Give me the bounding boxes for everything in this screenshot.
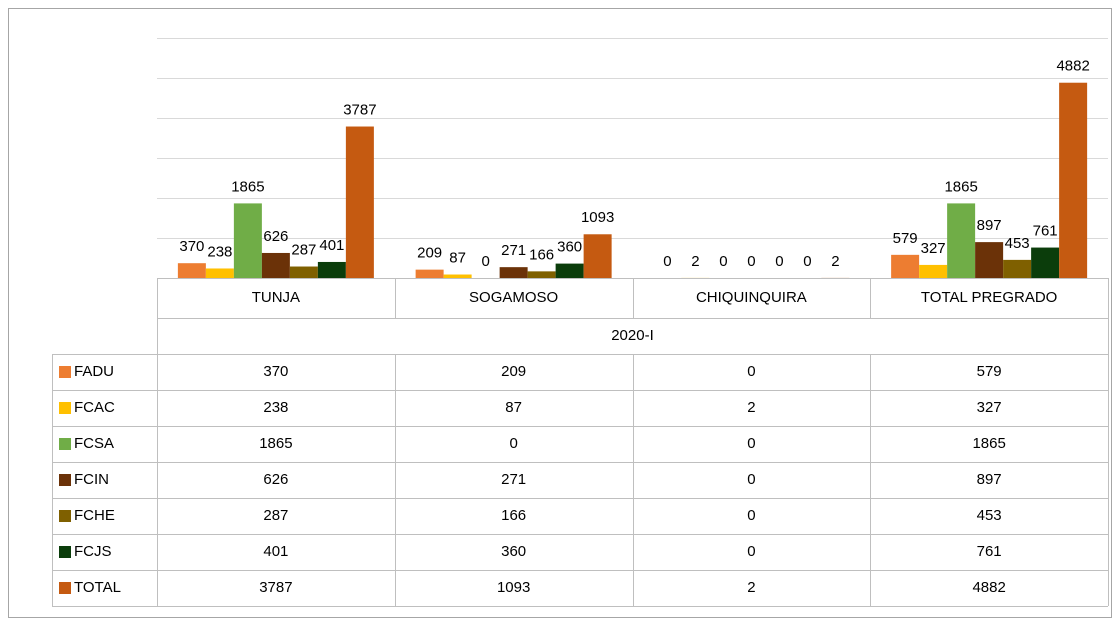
data-label: 209: [417, 245, 442, 262]
bar: [1031, 247, 1060, 278]
bar: [261, 252, 290, 278]
data-label: 0: [775, 253, 783, 270]
table-value: 1093: [497, 579, 530, 596]
data-label: 360: [557, 239, 582, 256]
table-value: 0: [747, 435, 755, 452]
data-label: 897: [977, 217, 1002, 234]
table-value: 0: [509, 435, 517, 452]
table-value: 166: [501, 507, 526, 524]
data-label: 761: [1033, 223, 1058, 240]
bar: [499, 267, 528, 278]
data-label: 2: [691, 253, 699, 270]
legend-label: FCHE: [74, 507, 115, 524]
bar: [233, 203, 262, 278]
table-value: 87: [505, 399, 522, 416]
data-label: 1865: [231, 178, 264, 195]
legend-key: [59, 546, 71, 558]
data-label: 0: [719, 253, 727, 270]
table-value: 0: [747, 543, 755, 560]
legend-label: FCIN: [74, 471, 109, 488]
data-label: 453: [1005, 235, 1030, 252]
data-label: 401: [319, 237, 344, 254]
table-value: 271: [501, 471, 526, 488]
bar: [975, 242, 1004, 278]
table-value: 1865: [972, 435, 1005, 452]
bar: [1059, 82, 1088, 278]
data-label: 2: [831, 253, 839, 270]
bar: [947, 203, 976, 278]
table-value: 2: [747, 399, 755, 416]
category-label: TOTAL PREGRADO: [921, 289, 1057, 306]
bar: [527, 271, 556, 278]
data-label: 271: [501, 242, 526, 259]
bar: [443, 274, 472, 278]
bar: [1003, 259, 1032, 278]
bar: [289, 266, 318, 278]
bar: [345, 126, 374, 279]
data-label: 0: [803, 253, 811, 270]
table-value: 897: [977, 471, 1002, 488]
data-label: 87: [449, 249, 466, 266]
data-label: 626: [263, 228, 288, 245]
bar: [205, 268, 234, 278]
table-value: 238: [263, 399, 288, 416]
data-label: 4882: [1056, 58, 1089, 75]
table-value: 761: [977, 543, 1002, 560]
legend-key: [59, 402, 71, 414]
data-label: 0: [747, 253, 755, 270]
data-label: 1093: [581, 209, 614, 226]
bar: [891, 254, 920, 278]
table-value: 2: [747, 579, 755, 596]
legend-label: FCAC: [74, 399, 115, 416]
legend-key: [59, 438, 71, 450]
category-label: SOGAMOSO: [469, 289, 558, 306]
table-value: 370: [263, 363, 288, 380]
bar: [415, 269, 444, 278]
data-label: 579: [893, 230, 918, 247]
legend-key: [59, 510, 71, 522]
data-label: 238: [207, 243, 232, 260]
table-value: 4882: [972, 579, 1005, 596]
table-value: 0: [747, 471, 755, 488]
bar: [317, 261, 346, 278]
table-value: 360: [501, 543, 526, 560]
bar: [177, 263, 206, 278]
category-label: CHIQUINQUIRA: [696, 289, 807, 306]
data-label: 1865: [944, 178, 977, 195]
legend-label: TOTAL: [74, 579, 121, 596]
legend-label: FCJS: [74, 543, 112, 560]
table-value: 401: [263, 543, 288, 560]
data-label: 370: [179, 238, 204, 255]
table-value: 453: [977, 507, 1002, 524]
table-value: 287: [263, 507, 288, 524]
data-label: 287: [291, 241, 316, 258]
table-value: 0: [747, 363, 755, 380]
bar: [583, 234, 612, 278]
legend-label: FCSA: [74, 435, 114, 452]
bar: [555, 263, 584, 278]
legend-key: [59, 366, 71, 378]
data-label: 0: [663, 253, 671, 270]
table-value: 1865: [259, 435, 292, 452]
table-value: 3787: [259, 579, 292, 596]
table-value: 209: [501, 363, 526, 380]
legend-label: FADU: [74, 363, 114, 380]
chart-border: [8, 8, 1112, 618]
group-label: 2020-I: [611, 327, 654, 344]
data-label: 0: [481, 253, 489, 270]
table-value: 579: [977, 363, 1002, 380]
table-value: 626: [263, 471, 288, 488]
table-value: 327: [977, 399, 1002, 416]
bar: [919, 264, 948, 278]
data-label: 3787: [343, 101, 376, 118]
data-label: 327: [921, 240, 946, 257]
category-label: TUNJA: [252, 289, 300, 306]
table-value: 0: [747, 507, 755, 524]
legend-key: [59, 474, 71, 486]
legend-key: [59, 582, 71, 594]
data-label: 166: [529, 246, 554, 263]
